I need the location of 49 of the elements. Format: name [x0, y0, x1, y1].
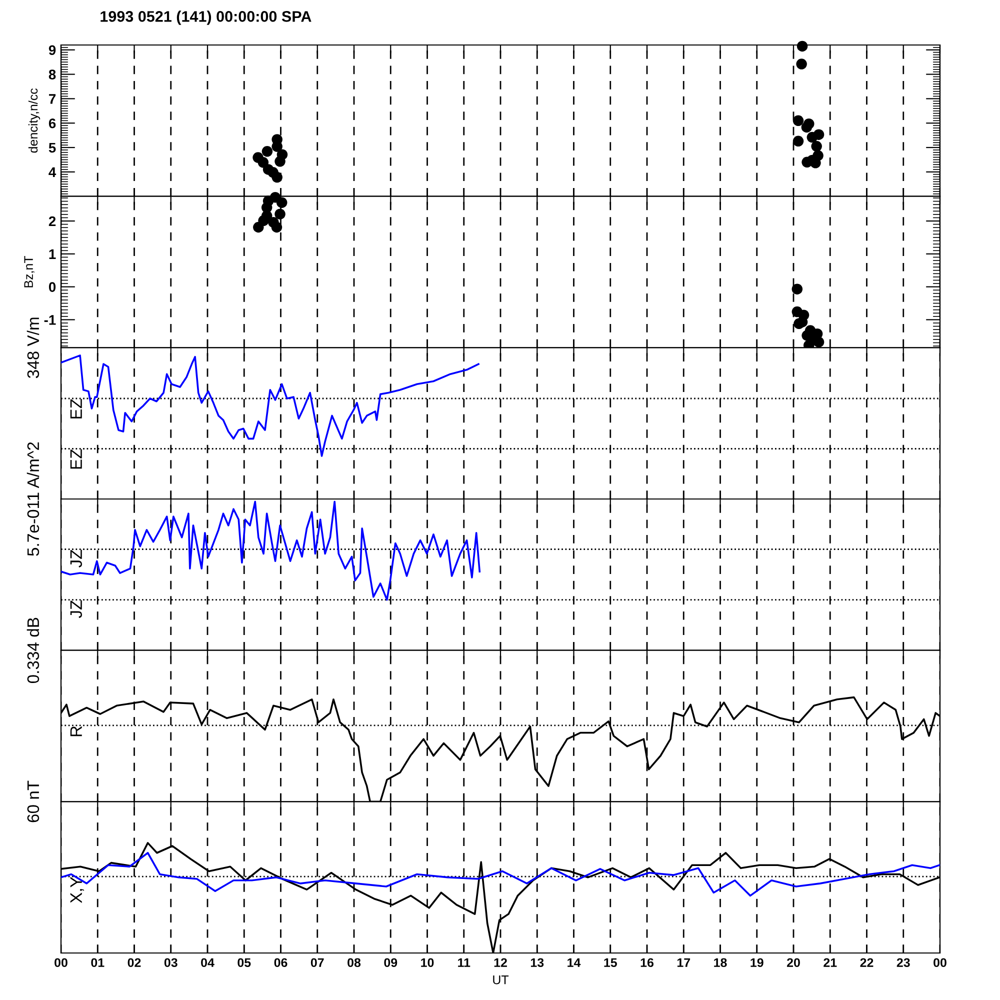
x-axis-title: UT — [493, 976, 509, 984]
x-tick-label: 13 — [530, 958, 544, 968]
text: 0.334 dB — [26, 618, 40, 684]
x-tick-label: 01 — [91, 958, 104, 968]
text: 60 nT — [27, 780, 40, 822]
y-tick-label: 1 — [49, 249, 56, 259]
y-tick-label: 4 — [48, 167, 56, 177]
annotation: X,Y — [70, 876, 84, 904]
text: 348 V/m — [26, 318, 40, 378]
x-tick-label: 06 — [274, 958, 288, 968]
text: 5.7e-011 A/m^2 — [26, 442, 40, 556]
x-tick-label: 00 — [934, 958, 946, 968]
y-tick-label: 6 — [48, 118, 56, 128]
x-tick-label: 02 — [128, 958, 141, 968]
annotation: EZ — [70, 399, 82, 418]
x-tick-label: 09 — [384, 958, 398, 968]
x-tick-label: 04 — [201, 958, 214, 968]
y-tick-label: 5 — [48, 142, 56, 153]
annotation: JZ — [70, 600, 82, 618]
y-tick-label: 9 — [48, 45, 56, 56]
x-tick-label: 00 — [54, 958, 68, 968]
x-tick-label: 10 — [421, 958, 434, 968]
x-tick-label: 03 — [164, 958, 178, 968]
x-tick-label: 05 — [238, 958, 251, 968]
x-tick-label: 20 — [786, 958, 800, 968]
y-axis-title: Bz,nT — [24, 256, 34, 288]
annotation: JZ — [70, 550, 82, 568]
chart-title: 1993 0521 (141) 00:00:00 SPA — [100, 10, 312, 25]
x-tick-label: 19 — [750, 958, 764, 968]
x-tick-label: 21 — [824, 958, 837, 967]
x-tick-label: 07 — [310, 958, 324, 968]
x-tick-label: 15 — [604, 958, 617, 968]
y-tick-label: -1 — [44, 315, 56, 325]
y-tick-label: 0 — [48, 282, 56, 292]
y-tick-label: 2 — [48, 216, 56, 226]
x-tick-label: 18 — [714, 958, 727, 968]
x-tick-label: 12 — [494, 958, 507, 967]
x-tick-label: 11 — [458, 958, 470, 967]
x-tick-label: 14 — [568, 958, 581, 967]
x-tick-label: 23 — [896, 958, 910, 968]
y-tick-label: 8 — [48, 70, 56, 80]
x-tick-label: 08 — [348, 958, 361, 968]
x-tick-label: 22 — [860, 958, 874, 967]
annotation: R — [70, 726, 82, 736]
x-tick-label: 17 — [677, 958, 690, 967]
x-tick-label: 16 — [640, 958, 654, 968]
y-axis-title: dencity,n/cc — [28, 88, 40, 153]
annotation: EZ — [70, 449, 82, 469]
y-tick-label: 7 — [49, 94, 56, 104]
